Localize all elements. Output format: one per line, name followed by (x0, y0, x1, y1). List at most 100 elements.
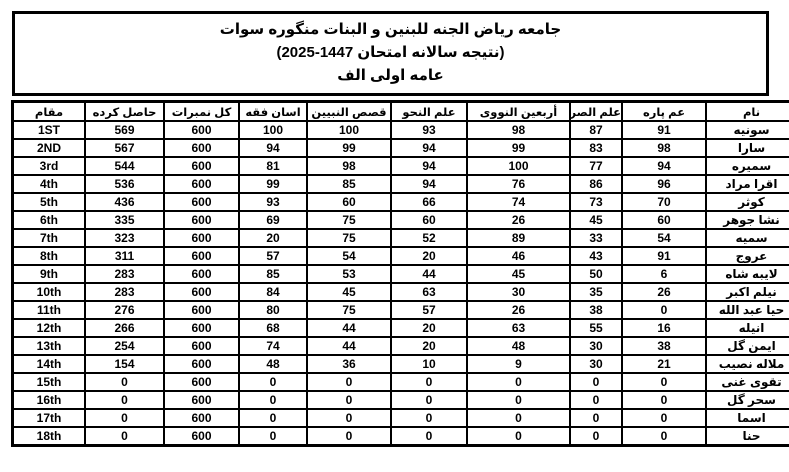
cell-qasas: 53 (306, 264, 392, 284)
cell-arbaeen: 89 (466, 228, 571, 248)
cell-name: ملاله نصيب (705, 354, 789, 374)
table-row: اسما 0 0 0 0 0 0 600 0 17th (11, 408, 789, 428)
cell-nahw: 20 (390, 318, 468, 338)
cell-obtained: 154 (84, 354, 165, 374)
cell-obtained: 544 (84, 156, 165, 176)
cell-obtained: 335 (84, 210, 165, 230)
cell-am_para: 0 (621, 372, 707, 392)
cell-qasas: 0 (306, 390, 392, 410)
column-header-rank: مقام (11, 100, 86, 122)
cell-arbaeen: 0 (466, 408, 571, 428)
cell-obtained: 0 (84, 408, 165, 428)
cell-qasas: 100 (306, 120, 392, 140)
cell-name: سارا (705, 138, 789, 158)
cell-rank: 4th (11, 174, 86, 194)
cell-name: سونيه (705, 120, 789, 140)
cell-qasas: 44 (306, 336, 392, 356)
title-box: جامعه رياض الجنه للبنين و البنات منگوره … (12, 11, 769, 96)
cell-total: 600 (163, 336, 240, 356)
cell-nahw: 93 (390, 120, 468, 140)
cell-qasas: 0 (306, 426, 392, 447)
cell-rank: 10th (11, 282, 86, 302)
cell-sarf: 43 (569, 246, 623, 266)
cell-total: 600 (163, 138, 240, 158)
cell-rank: 18th (11, 426, 86, 447)
table-row: سميه 54 33 89 52 75 20 600 323 7th (11, 228, 789, 248)
cell-sarf: 77 (569, 156, 623, 176)
cell-am_para: 91 (621, 246, 707, 266)
table-row: تقوى غنى 0 0 0 0 0 0 600 0 15th (11, 372, 789, 392)
cell-total: 600 (163, 120, 240, 140)
cell-arbaeen: 0 (466, 372, 571, 392)
cell-qasas: 54 (306, 246, 392, 266)
cell-nahw: 0 (390, 408, 468, 428)
column-header-arbaeen: أربعين النووى (466, 100, 571, 122)
cell-nahw: 60 (390, 210, 468, 230)
column-header-am_para: عم پاره (621, 100, 707, 122)
table-row: ملاله نصيب 21 30 9 10 36 48 600 154 14th (11, 354, 789, 374)
cell-nahw: 52 (390, 228, 468, 248)
cell-total: 600 (163, 264, 240, 284)
column-header-total: كل نمبرات (163, 100, 240, 122)
cell-am_para: 94 (621, 156, 707, 176)
cell-total: 600 (163, 174, 240, 194)
cell-fiqh: 0 (238, 372, 308, 392)
cell-total: 600 (163, 390, 240, 410)
cell-total: 600 (163, 408, 240, 428)
cell-sarf: 30 (569, 336, 623, 356)
cell-total: 600 (163, 318, 240, 338)
cell-qasas: 60 (306, 192, 392, 212)
cell-rank: 15th (11, 372, 86, 392)
cell-sarf: 35 (569, 282, 623, 302)
cell-obtained: 436 (84, 192, 165, 212)
cell-nahw: 57 (390, 300, 468, 320)
cell-nahw: 94 (390, 174, 468, 194)
cell-sarf: 87 (569, 120, 623, 140)
cell-nahw: 0 (390, 426, 468, 447)
cell-am_para: 0 (621, 426, 707, 447)
cell-arbaeen: 30 (466, 282, 571, 302)
cell-rank: 14th (11, 354, 86, 374)
cell-arbaeen: 45 (466, 264, 571, 284)
cell-total: 600 (163, 354, 240, 374)
table-row: ايمن گل 38 30 48 20 44 74 600 254 13th (11, 336, 789, 356)
table-row: نيلم اكبر 26 35 30 63 45 84 600 283 10th (11, 282, 789, 302)
cell-arbaeen: 9 (466, 354, 571, 374)
cell-rank: 17th (11, 408, 86, 428)
cell-sarf: 0 (569, 390, 623, 410)
cell-fiqh: 68 (238, 318, 308, 338)
cell-fiqh: 94 (238, 138, 308, 158)
cell-qasas: 0 (306, 372, 392, 392)
cell-nahw: 94 (390, 156, 468, 176)
cell-total: 600 (163, 228, 240, 248)
cell-sarf: 73 (569, 192, 623, 212)
table-row: سونيه 91 87 98 93 100 100 600 569 1ST (11, 120, 789, 140)
table-row: انيله 16 55 63 20 44 68 600 266 12th (11, 318, 789, 338)
column-header-qasas: قصص النبيين (306, 100, 392, 122)
cell-sarf: 45 (569, 210, 623, 230)
cell-arbaeen: 74 (466, 192, 571, 212)
cell-qasas: 75 (306, 228, 392, 248)
cell-rank: 9th (11, 264, 86, 284)
column-header-nahw: علم النحو (390, 100, 468, 122)
cell-am_para: 16 (621, 318, 707, 338)
cell-qasas: 99 (306, 138, 392, 158)
cell-name: انيله (705, 318, 789, 338)
cell-sarf: 0 (569, 372, 623, 392)
cell-arbaeen: 46 (466, 246, 571, 266)
cell-am_para: 96 (621, 174, 707, 194)
table-row: سارا 98 83 99 94 99 94 600 567 2ND (11, 138, 789, 158)
table-row: اقرا مراد 96 86 76 94 85 99 600 536 4th (11, 174, 789, 194)
cell-sarf: 86 (569, 174, 623, 194)
column-header-fiqh: اسان فقه (238, 100, 308, 122)
cell-arbaeen: 99 (466, 138, 571, 158)
table-row: حيا عبد الله 0 38 26 57 75 80 600 276 11th (11, 300, 789, 320)
cell-name: سميه (705, 228, 789, 248)
cell-rank: 13th (11, 336, 86, 356)
cell-nahw: 94 (390, 138, 468, 158)
cell-am_para: 70 (621, 192, 707, 212)
table-row: سميره 94 77 100 94 98 81 600 544 3rd (11, 156, 789, 176)
cell-total: 600 (163, 192, 240, 212)
